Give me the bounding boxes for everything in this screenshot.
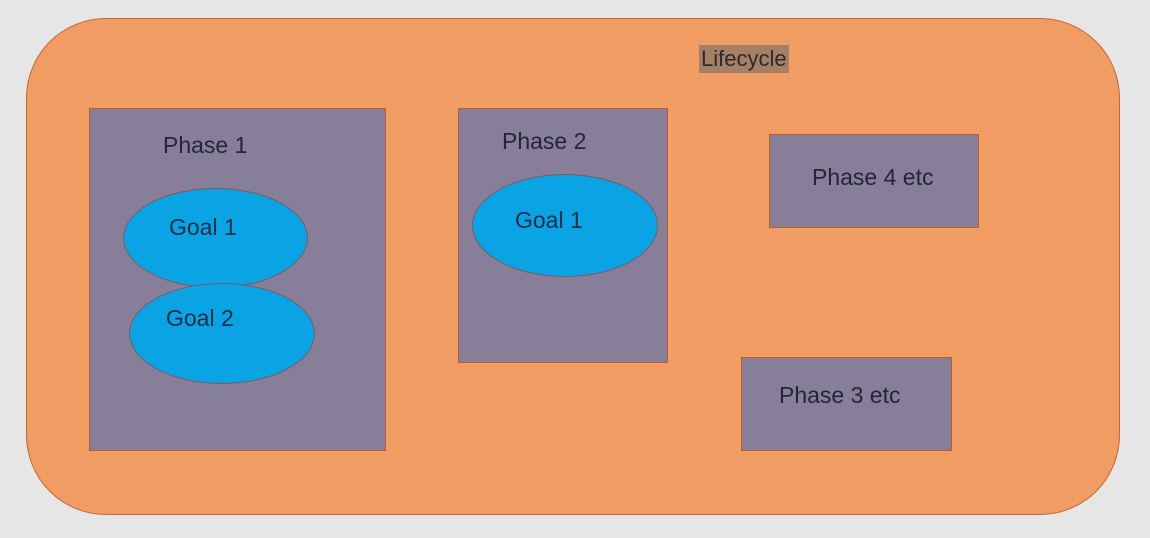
phase-4-box — [769, 134, 979, 228]
phase-3-box — [741, 357, 952, 451]
phase-1-goal-2-label: Goal 2 — [166, 305, 234, 331]
phase-1-goal-2-ellipse — [129, 283, 315, 384]
phase-1-label: Phase 1 — [163, 132, 248, 158]
phase-4-label: Phase 4 etc — [812, 164, 934, 190]
phase-2-goal-1-label: Goal 1 — [515, 207, 583, 233]
phase-2-goal-1-ellipse — [472, 174, 658, 277]
phase-1-goal-1-label: Goal 1 — [169, 214, 237, 240]
phase-3-label: Phase 3 etc — [779, 382, 901, 408]
lifecycle-label: Lifecycle — [699, 45, 789, 73]
phase-2-label: Phase 2 — [502, 128, 587, 154]
